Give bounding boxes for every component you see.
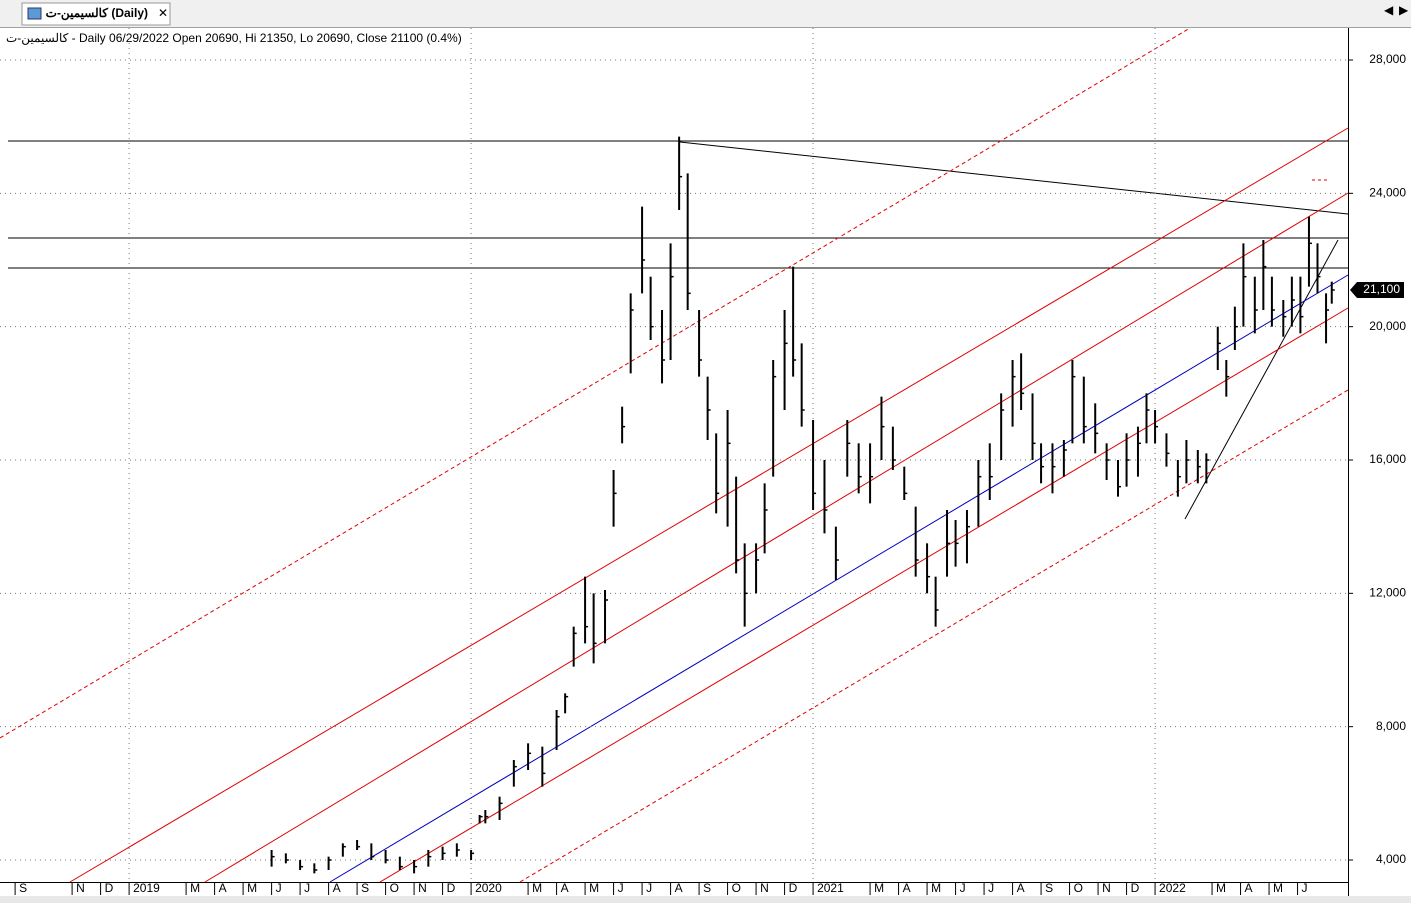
y-tick-label: 20,000 — [1369, 319, 1406, 333]
x-tick-label: A — [903, 881, 911, 895]
x-tick-label: D — [105, 881, 114, 895]
x-tick-label: J — [646, 881, 652, 895]
x-tick-label: A — [333, 881, 341, 895]
x-tick-label: J — [618, 881, 624, 895]
scroll-right[interactable]: ▶ — [1399, 3, 1409, 17]
x-tick-label: A — [1245, 881, 1253, 895]
channel-line — [69, 127, 1349, 883]
x-tick-label: O — [390, 881, 399, 895]
x-tick-label: S — [19, 881, 27, 895]
x-tick-label: M — [1273, 881, 1283, 895]
trend-line — [679, 141, 1349, 215]
scroll-left[interactable]: ◀ — [1384, 3, 1394, 17]
tab-bar — [0, 0, 1411, 28]
x-tick-label: A — [219, 881, 227, 895]
tab-title: كالسيمين-ت (Daily) — [46, 6, 148, 21]
x-tick-label: N — [760, 881, 769, 895]
x-tick-label: J — [1302, 881, 1308, 895]
x-tick-label: J — [304, 881, 310, 895]
x-tick-label: A — [675, 881, 683, 895]
x-tick-label: N — [76, 881, 85, 895]
x-tick-label: S — [703, 881, 711, 895]
x-tick-label: M — [532, 881, 542, 895]
x-tick-label: J — [960, 881, 966, 895]
x-tick-label: M — [931, 881, 941, 895]
x-tick-label: A — [1017, 881, 1025, 895]
x-tick-label: N — [418, 881, 427, 895]
regression-line — [329, 274, 1349, 883]
x-tick-label: M — [874, 881, 884, 895]
x-tick-label: 2022 — [1159, 881, 1186, 895]
x-tick-label: D — [447, 881, 456, 895]
x-tick-label: O — [1074, 881, 1083, 895]
x-tick-label: 2021 — [817, 881, 844, 895]
x-tick-label: S — [1045, 881, 1053, 895]
y-tick-label: 24,000 — [1369, 186, 1406, 200]
x-tick-label: J — [276, 881, 282, 895]
channel-line — [204, 192, 1349, 883]
drawings — [0, 27, 1349, 883]
y-tick-label: 8,000 — [1376, 719, 1406, 733]
scrollbar[interactable] — [0, 896, 1411, 903]
channel-line — [379, 307, 1349, 883]
tab-close[interactable]: ✕ — [158, 6, 168, 20]
y-tick-label: 28,000 — [1369, 52, 1406, 66]
last-price-label: 21,100 — [1363, 282, 1400, 296]
y-tick-label: 16,000 — [1369, 452, 1406, 466]
tab-icon — [27, 7, 42, 20]
chart-title: كالسيمين-ت - Daily 06/29/2022 Open 20690… — [6, 31, 462, 45]
x-tick-label: M — [190, 881, 200, 895]
x-tick-label: D — [789, 881, 798, 895]
x-tick-label: M — [247, 881, 257, 895]
x-tick-label: M — [1216, 881, 1226, 895]
trend-line — [1184, 239, 1339, 520]
x-tick-label: 2019 — [133, 881, 160, 895]
x-tick-label: J — [988, 881, 994, 895]
x-tick-label: O — [732, 881, 741, 895]
y-tick-label: 4,000 — [1376, 852, 1406, 866]
y-tick-label: 12,000 — [1369, 586, 1406, 600]
plot-area — [0, 28, 1348, 882]
x-tick-label: N — [1102, 881, 1111, 895]
x-tick-label: D — [1131, 881, 1140, 895]
x-tick-label: S — [361, 881, 369, 895]
x-tick-label: 2020 — [475, 881, 502, 895]
x-tick-label: A — [561, 881, 569, 895]
tab[interactable] — [21, 2, 171, 26]
last-price-tag — [1350, 282, 1404, 298]
x-tick-label: M — [589, 881, 599, 895]
